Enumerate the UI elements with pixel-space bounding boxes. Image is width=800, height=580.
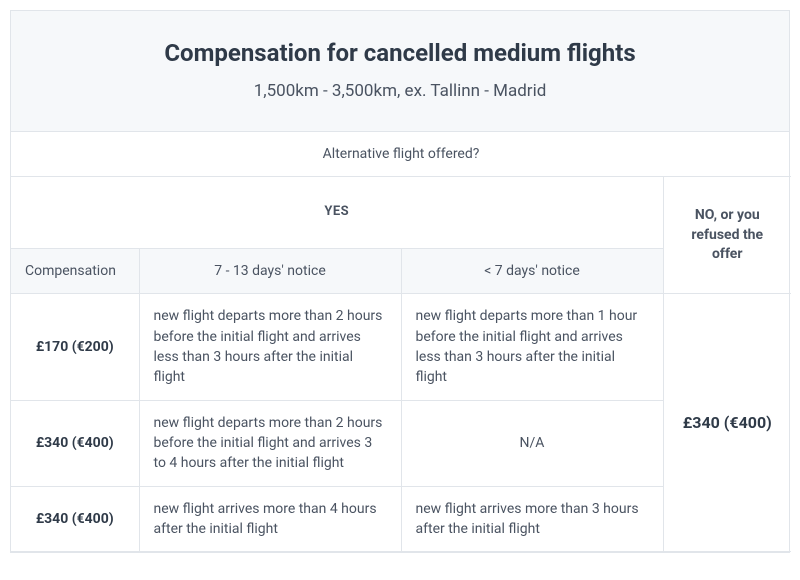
amount-cell: £170 (€200) bbox=[11, 294, 139, 400]
condition-cell: new flight departs more than 1 hour befo… bbox=[401, 294, 663, 400]
table-row: £170 (€200) new flight departs more than… bbox=[11, 294, 791, 400]
condition-cell: N/A bbox=[401, 400, 663, 486]
notice-lt7-header: < 7 days' notice bbox=[401, 249, 663, 294]
amount-cell: £340 (€400) bbox=[11, 486, 139, 552]
card-header: Compensation for cancelled medium flight… bbox=[11, 11, 789, 132]
no-column-header: NO, or you refused the offer bbox=[663, 177, 791, 294]
no-amount-cell: £340 (€400) bbox=[663, 294, 791, 552]
card-title: Compensation for cancelled medium flight… bbox=[31, 39, 769, 67]
notice-7-13-header: 7 - 13 days' notice bbox=[139, 249, 401, 294]
condition-cell: new flight arrives more than 3 hours aft… bbox=[401, 486, 663, 552]
card-subtitle: 1,500km - 3,500km, ex. Tallinn - Madrid bbox=[31, 81, 769, 101]
condition-cell: new flight departs more than 2 hours bef… bbox=[139, 294, 401, 400]
alt-flight-question: Alternative flight offered? bbox=[11, 132, 791, 177]
compensation-card: Compensation for cancelled medium flight… bbox=[10, 10, 790, 553]
compensation-col-header: Compensation bbox=[11, 249, 139, 294]
condition-cell: new flight arrives more than 4 hours aft… bbox=[139, 486, 401, 552]
amount-cell: £340 (€400) bbox=[11, 400, 139, 486]
yes-column-header: YES bbox=[11, 177, 663, 249]
condition-cell: new flight departs more than 2 hours bef… bbox=[139, 400, 401, 486]
compensation-table: Alternative flight offered? YES NO, or y… bbox=[11, 132, 791, 552]
